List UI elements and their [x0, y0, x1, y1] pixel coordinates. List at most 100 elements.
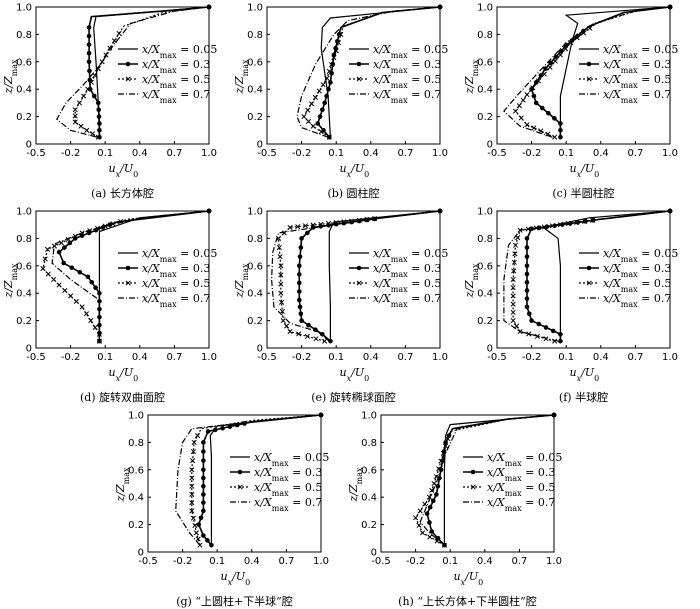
series-line-4	[503, 6, 671, 138]
x-tick-label: 1.0	[546, 556, 562, 567]
data-point	[189, 508, 195, 514]
y-tick-label: 0.8	[16, 30, 32, 41]
data-point	[557, 222, 563, 228]
chart-panel-1: -0.5 -0.2 0.1 0.4 0.7 1.0 0 0.2 0.4 0.6 0.8 1.0 ux/U…	[0, 3, 217, 201]
y-tick-label: 1.0	[128, 411, 144, 422]
y-tick-label: 0.8	[477, 234, 493, 245]
data-point	[193, 530, 199, 536]
data-point	[88, 79, 94, 85]
data-point	[302, 223, 308, 229]
data-point	[190, 448, 196, 455]
data-point	[322, 338, 328, 344]
legend-label-2: x/Xmax = 0.3	[142, 58, 210, 75]
data-point	[69, 265, 75, 270]
data-point	[667, 208, 673, 214]
data-point	[667, 4, 673, 10]
data-point	[430, 498, 436, 504]
data-point	[310, 222, 316, 228]
data-point	[83, 311, 90, 317]
y-tick-label: 0.6	[477, 261, 493, 272]
x-axis-label: ux/U0	[109, 162, 139, 179]
data-point	[201, 458, 206, 463]
x-tick-label: 0.4	[593, 148, 609, 159]
legend-label-1: x/Xmax = 0.05	[142, 247, 217, 264]
data-point	[81, 93, 87, 99]
data-point	[328, 80, 333, 85]
y-tick-label: 0.2	[477, 316, 493, 327]
data-point	[526, 311, 532, 317]
x-tick-label: -0.2	[292, 352, 312, 363]
data-point	[445, 436, 451, 442]
data-point	[310, 123, 316, 129]
legend: x/Xmax = 0.05x/Xmax = 0.3x/Xmax = 0.5x/X…	[230, 451, 329, 513]
data-point	[431, 480, 437, 487]
data-point	[296, 289, 302, 294]
data-point	[335, 40, 342, 46]
legend: x/Xmax = 0.05x/Xmax = 0.3x/Xmax = 0.5x/X…	[579, 247, 678, 309]
data-point	[296, 331, 302, 337]
y-tick-label: 0	[257, 344, 263, 355]
data-point	[68, 293, 74, 299]
y-tick-label: 0	[257, 140, 263, 151]
data-point	[45, 271, 51, 277]
legend: x/Xmax = 0.05x/Xmax = 0.3x/Xmax = 0.5x/X…	[118, 247, 217, 309]
data-point	[201, 492, 206, 497]
panel-caption: (f) 半球腔	[558, 391, 609, 404]
data-point	[558, 121, 563, 126]
data-point	[189, 467, 195, 473]
data-point	[209, 542, 214, 548]
chart-svg: -0.5 -0.2 0.1 0.4 0.7 1.0 0 0.2 0.4 0.6 0.8 1.0 ux/U…	[463, 3, 678, 179]
data-point	[320, 82, 326, 88]
panel-caption: (b) 圆柱腔	[327, 187, 380, 200]
data-point	[434, 538, 440, 544]
y-axis-label: z/Zmax	[233, 59, 250, 95]
plot-frame	[147, 414, 322, 553]
chart-svg: -0.5 -0.2 0.1 0.4 0.7 1.0 0 0.2 0.4 0.6 0.8 1.0 ux/U…	[463, 207, 678, 383]
y-tick-label: 0	[371, 548, 377, 559]
data-point	[326, 86, 331, 92]
data-point	[296, 272, 302, 277]
data-point	[295, 224, 301, 230]
data-point	[220, 425, 225, 431]
data-point	[276, 244, 282, 251]
data-point	[309, 101, 315, 107]
data-point	[312, 94, 318, 100]
legend-label-2: x/Xmax = 0.3	[142, 262, 210, 279]
legend-label-4: x/Xmax = 0.7	[487, 496, 555, 513]
data-point	[92, 324, 98, 331]
x-axis-label: ux/U0	[221, 570, 251, 587]
y-tick-label: 0	[26, 344, 32, 355]
y-tick-label: 0.6	[16, 57, 32, 68]
data-point	[524, 92, 530, 98]
data-point	[86, 230, 92, 236]
legend-label-1: x/Xmax = 0.05	[603, 247, 678, 264]
data-point	[558, 338, 563, 344]
data-point	[512, 242, 519, 248]
data-point	[443, 443, 449, 449]
data-point	[320, 107, 325, 113]
x-tick-label: 0.7	[627, 352, 643, 363]
data-point	[192, 522, 198, 529]
y-tick-label: 1.0	[247, 3, 263, 14]
data-point	[313, 336, 319, 342]
plot-frame	[35, 6, 210, 145]
data-point	[279, 308, 285, 315]
data-point	[296, 297, 302, 303]
chart-svg: -0.5 -0.2 0.1 0.4 0.7 1.0 0 0.2 0.4 0.6 0.8 1.0 ux/U…	[2, 207, 217, 383]
data-point	[558, 128, 563, 133]
x-tick-label: 0.4	[132, 148, 148, 159]
y-axis-label: z/Zmax	[463, 59, 480, 95]
legend: x/Xmax = 0.05x/Xmax = 0.3x/Xmax = 0.5x/X…	[349, 247, 448, 309]
data-point	[437, 208, 443, 214]
legend-label-3: x/Xmax = 0.5	[603, 73, 671, 90]
x-tick-label: 0.4	[477, 556, 493, 567]
y-tick-label: 0	[487, 344, 493, 355]
data-point	[440, 450, 446, 456]
data-point	[56, 249, 62, 255]
data-point	[536, 321, 542, 327]
data-point	[541, 71, 547, 77]
data-point	[116, 30, 122, 37]
data-point	[97, 128, 102, 133]
data-point	[438, 458, 444, 464]
x-tick-label: 0.1	[558, 148, 574, 159]
